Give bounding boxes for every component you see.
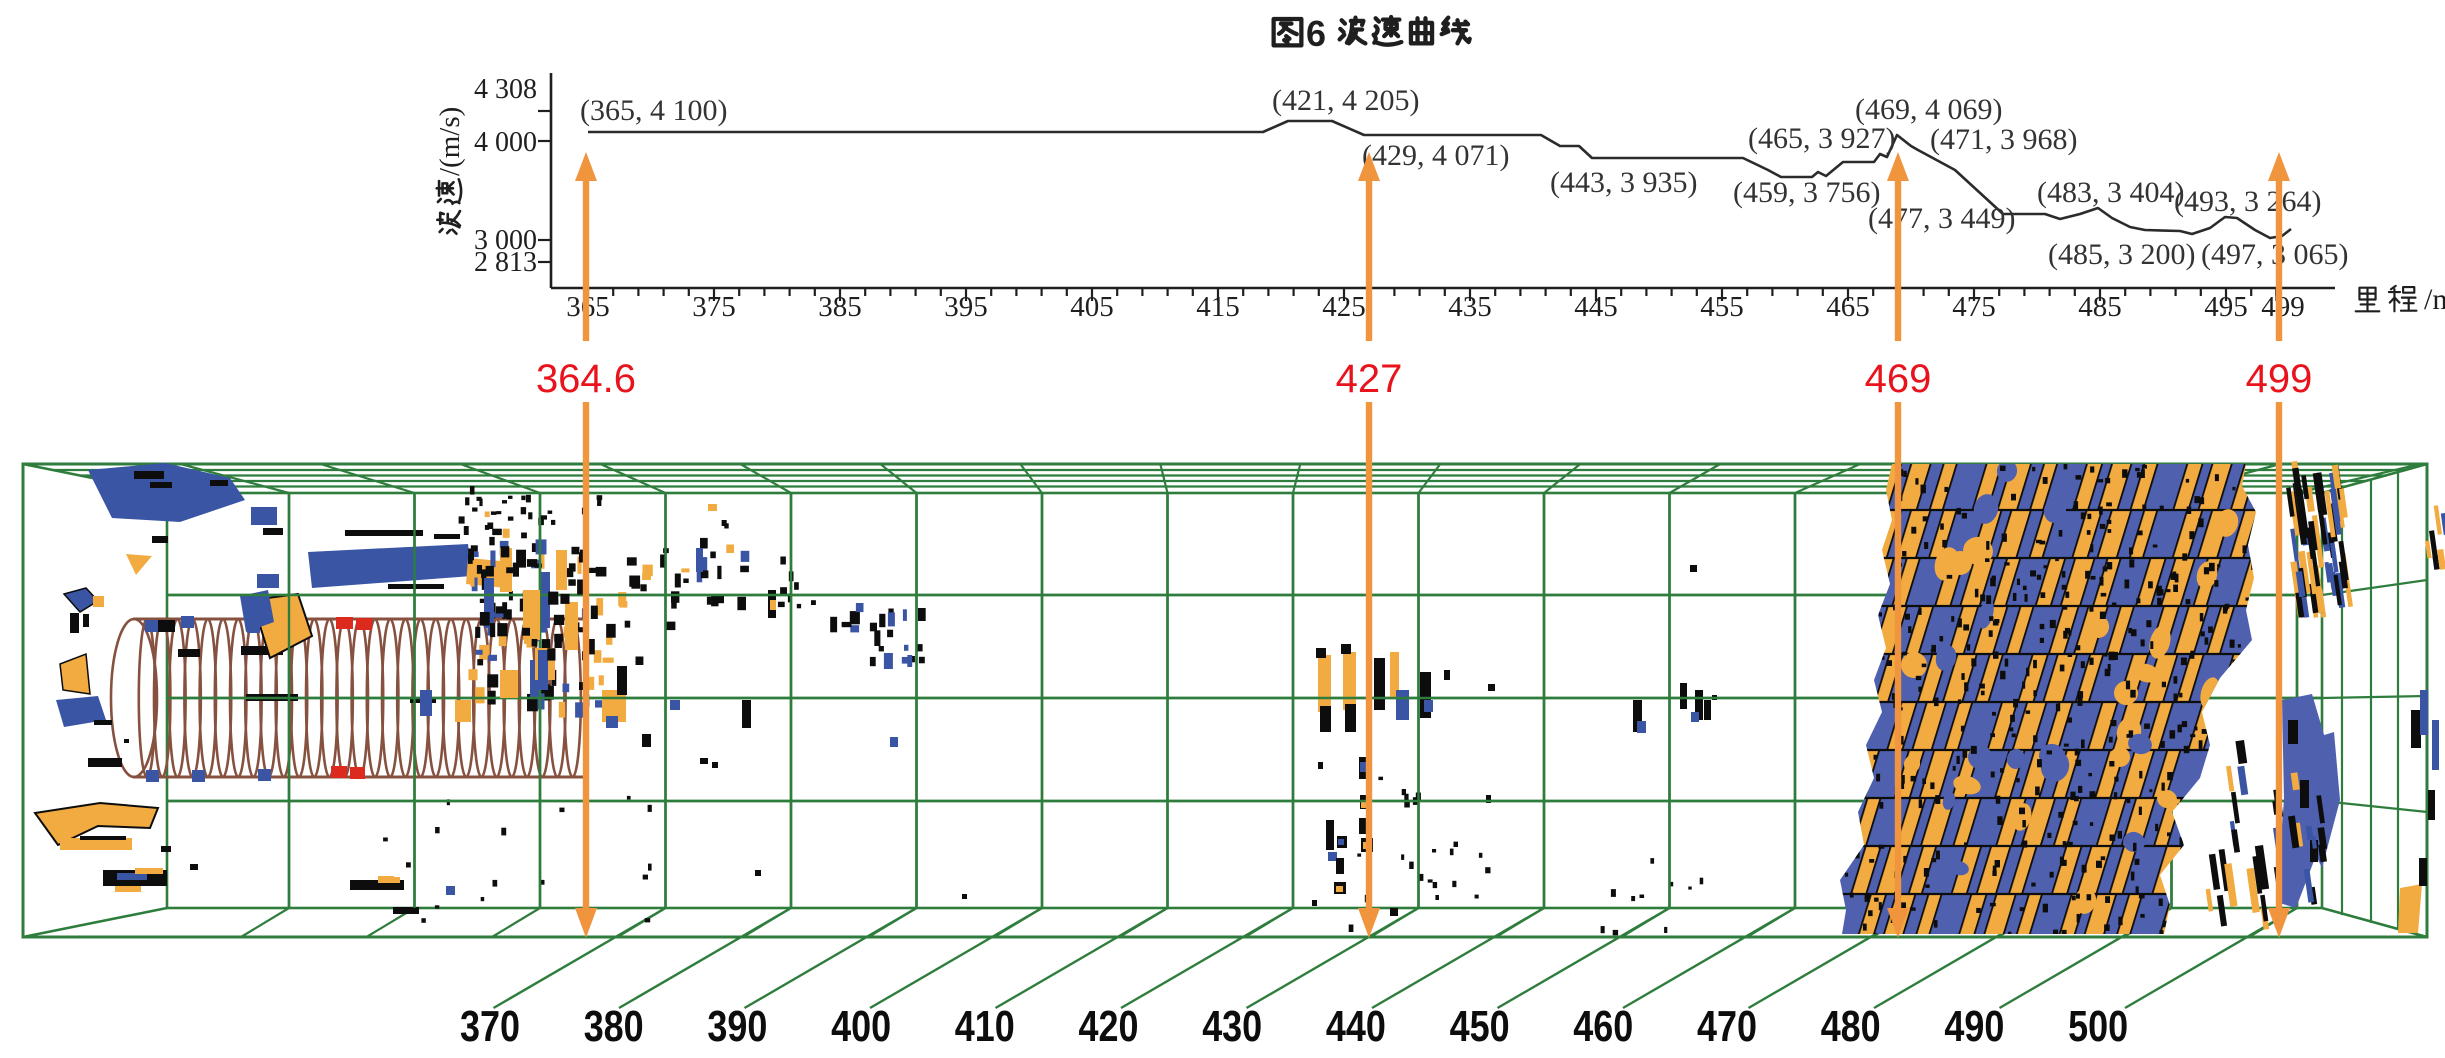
svg-text:(443, 3 935): (443, 3 935) [1550,166,1697,199]
svg-text:(465, 3 927): (465, 3 927) [1748,122,1895,155]
svg-text:2 813: 2 813 [474,247,537,278]
svg-text:470: 470 [1697,1002,1757,1051]
svg-text:410: 410 [955,1002,1015,1051]
svg-text:445: 445 [1574,291,1618,323]
svg-text:405: 405 [1070,291,1114,323]
svg-text:415: 415 [1196,291,1240,323]
svg-text:6: 6 [1306,13,1326,54]
svg-text:(471, 3 968): (471, 3 968) [1930,123,2077,156]
svg-text:430: 430 [1202,1002,1262,1051]
svg-text:364.6: 364.6 [536,357,636,401]
svg-text:400: 400 [831,1002,891,1051]
svg-text:(497, 3 065): (497, 3 065) [2201,238,2348,271]
svg-text:490: 490 [1944,1002,2004,1051]
svg-text:440: 440 [1326,1002,1386,1051]
svg-text:(477, 3 449): (477, 3 449) [1868,202,2015,235]
svg-text:495: 495 [2204,291,2248,323]
svg-text:499: 499 [2261,291,2305,323]
svg-text:480: 480 [1821,1002,1881,1051]
svg-text:(483, 3 404): (483, 3 404) [2037,176,2184,209]
svg-text:425: 425 [1322,291,1366,323]
svg-text:475: 475 [1952,291,1996,323]
svg-text:/(m/s): /(m/s) [434,107,466,176]
svg-text:469: 469 [1865,357,1932,401]
svg-text:450: 450 [1450,1002,1510,1051]
svg-text:(429, 4 071): (429, 4 071) [1362,139,1509,172]
svg-text:(365, 4 100): (365, 4 100) [580,94,727,127]
svg-text:370: 370 [460,1002,520,1051]
svg-text:435: 435 [1448,291,1492,323]
svg-text:465: 465 [1826,291,1870,323]
svg-text:390: 390 [707,1002,767,1051]
svg-text:(493, 3 264): (493, 3 264) [2174,185,2321,218]
svg-text:(459, 3 756): (459, 3 756) [1733,176,1880,209]
svg-text:455: 455 [1700,291,1744,323]
svg-text:375: 375 [692,291,736,323]
svg-text:500: 500 [2068,1002,2128,1051]
svg-text:(421, 4 205): (421, 4 205) [1272,84,1419,117]
svg-text:380: 380 [584,1002,644,1051]
svg-text:499: 499 [2246,357,2313,401]
svg-text:3 000: 3 000 [474,225,537,256]
svg-text:(469, 4 069): (469, 4 069) [1855,93,2002,126]
svg-text:385: 385 [818,291,862,323]
svg-text:4 308: 4 308 [474,74,537,105]
svg-text:395: 395 [944,291,988,323]
svg-text:460: 460 [1573,1002,1633,1051]
svg-text:427: 427 [1336,357,1403,401]
svg-text:485: 485 [2078,291,2122,323]
svg-text:420: 420 [1079,1002,1139,1051]
svg-text:/m: /m [2424,283,2445,316]
svg-text:4 000: 4 000 [474,127,537,158]
svg-text:(485, 3 200): (485, 3 200) [2048,238,2195,271]
